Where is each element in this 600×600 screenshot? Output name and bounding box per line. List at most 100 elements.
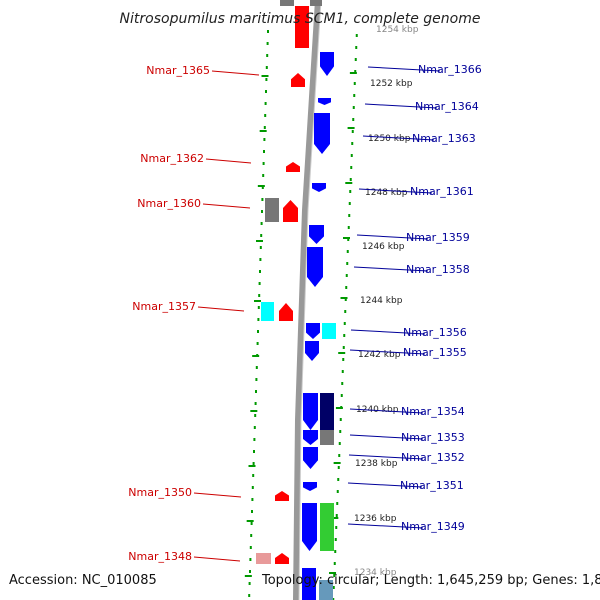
gene-feature xyxy=(265,198,279,222)
ruler-dot xyxy=(254,414,257,417)
ruler-dot xyxy=(249,558,252,561)
ruler-dot xyxy=(250,534,253,537)
gene-label-nmar-1350: Nmar_1350 xyxy=(128,486,192,499)
gene-labels: Nmar_1365 Nmar_1362 Nmar_1360 Nmar_1357 Nmar… xyxy=(128,63,481,563)
ruler-dot xyxy=(341,382,344,385)
ruler-dot xyxy=(347,226,350,229)
ruler-dot xyxy=(251,486,254,489)
ruler-tick xyxy=(338,352,346,354)
ruler-dot xyxy=(266,42,269,45)
gene-feature xyxy=(318,98,331,105)
gene-label-nmar-1360: Nmar_1360 xyxy=(137,197,201,210)
ruler-dot xyxy=(265,66,268,69)
gene-feature xyxy=(295,6,309,48)
ruler-dot xyxy=(263,126,266,129)
ruler-tick xyxy=(256,240,263,242)
gene-feature xyxy=(305,341,319,361)
ruler-tick xyxy=(259,130,267,132)
gene-feature xyxy=(320,503,334,551)
kbp-label: 1234 kbp xyxy=(354,568,397,578)
ruler-dot xyxy=(266,54,269,57)
ruler-dot xyxy=(252,474,255,477)
ruler-dot xyxy=(253,438,256,441)
ruler-dot xyxy=(259,246,262,249)
gene-label-nmar-1366: Nmar_1366 xyxy=(418,63,482,76)
ruler-dot xyxy=(345,274,348,277)
ruler-dot xyxy=(253,426,256,429)
ruler-dot xyxy=(335,526,338,529)
kbp-label: 1254 kbp xyxy=(376,25,419,35)
ruler-dot xyxy=(340,394,343,397)
leader-line xyxy=(356,234,429,240)
ruler-dot xyxy=(259,258,262,261)
ruler-dot xyxy=(333,574,336,577)
gene-feature xyxy=(314,113,330,154)
ruler-tick xyxy=(331,517,339,519)
ruler-dot xyxy=(261,198,264,201)
leader-line xyxy=(211,70,260,76)
ruler-dot xyxy=(263,150,265,153)
ruler-dot xyxy=(258,282,261,285)
gene-feature xyxy=(302,503,317,551)
ruler-dot xyxy=(338,442,341,445)
kbp-ticks: 1254 kbp 1252 kbp 1250 kbp 1248 kbp 1246 kbp… xyxy=(354,25,419,578)
kbp-label: 1244 kbp xyxy=(360,296,403,306)
gene-feature xyxy=(303,393,318,430)
ruler-dot xyxy=(339,430,342,433)
gene-feature xyxy=(280,0,294,6)
ruler-dot xyxy=(255,378,258,381)
ruler-dot xyxy=(341,370,344,373)
ruler-dot xyxy=(343,322,346,325)
ruler-dot xyxy=(265,78,268,81)
gene-feature xyxy=(306,323,320,339)
gene-feature xyxy=(256,553,271,564)
leader-line xyxy=(202,203,251,209)
gene-feature xyxy=(309,225,324,244)
gene-label-nmar-1349: Nmar_1349 xyxy=(401,520,465,533)
ruler-dot xyxy=(267,30,269,33)
ruler-tick xyxy=(250,410,258,412)
gene-feature xyxy=(261,302,274,321)
gene-label-nmar-1358: Nmar_1358 xyxy=(406,263,470,276)
ruler-dot xyxy=(249,570,251,573)
gene-feature xyxy=(320,430,334,445)
ruler-dot xyxy=(353,94,356,97)
gene-feature xyxy=(275,553,289,564)
kbp-label: 1238 kbp xyxy=(355,459,398,469)
gene-feature xyxy=(312,183,326,192)
ruler-dot xyxy=(249,546,252,549)
ruler-dot xyxy=(261,186,264,189)
ruler-tick xyxy=(345,182,353,184)
ruler-dot xyxy=(332,598,335,600)
gene-label-nmar-1357: Nmar_1357 xyxy=(132,300,196,313)
ruler-dot xyxy=(355,34,358,37)
gene-feature xyxy=(279,303,293,321)
genome-backbone-edge xyxy=(298,0,322,600)
gene-label-nmar-1364: Nmar_1364 xyxy=(415,100,479,113)
gene-feature xyxy=(307,247,323,287)
ruler-dot xyxy=(346,250,349,253)
leader-line xyxy=(364,103,438,109)
ruler-dot xyxy=(332,586,335,589)
ruler-dot xyxy=(257,306,260,309)
leader-line xyxy=(193,492,242,498)
ruler-tick xyxy=(261,75,269,77)
ruler-dot xyxy=(334,538,337,541)
ruler-dot xyxy=(253,450,255,453)
gene-label-nmar-1353: Nmar_1353 xyxy=(401,431,465,444)
ruler-dot xyxy=(344,310,347,313)
gene-label-nmar-1351: Nmar_1351 xyxy=(400,479,464,492)
ruler-dot xyxy=(248,594,251,597)
ruler-dot xyxy=(265,90,267,93)
gene-label-nmar-1355: Nmar_1355 xyxy=(403,346,467,359)
ruler-dot xyxy=(261,210,263,213)
gene-feature xyxy=(275,491,289,501)
ruler-dot xyxy=(264,114,267,117)
kbp-label: 1250 kbp xyxy=(368,134,411,144)
ruler-tick xyxy=(349,72,357,74)
ruler-dot xyxy=(345,286,348,289)
ruler-tick xyxy=(257,185,265,187)
ruler-dot xyxy=(335,514,338,517)
gene-feature xyxy=(310,0,322,6)
gene-feature xyxy=(320,393,334,430)
